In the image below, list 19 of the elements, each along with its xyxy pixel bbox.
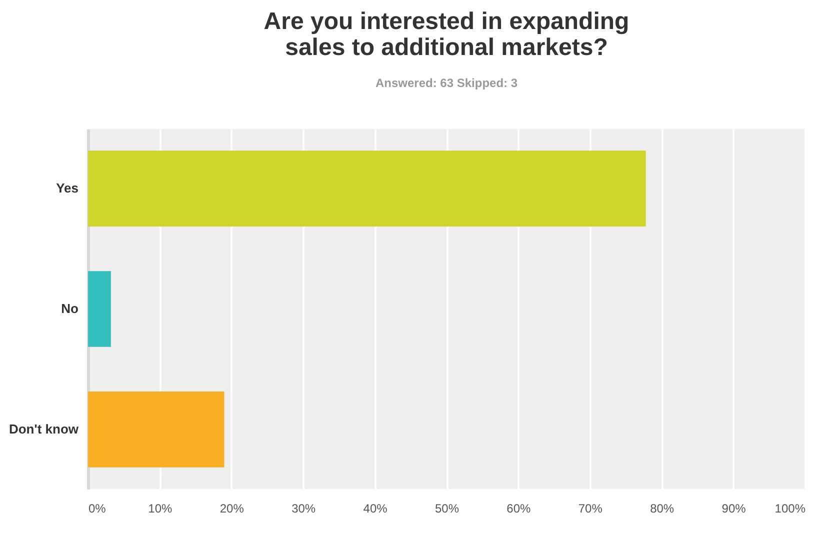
- x-tick-label: 40%: [363, 502, 388, 516]
- x-tick-label: 20%: [220, 502, 244, 516]
- bar: [88, 150, 646, 227]
- x-tick-label: 80%: [650, 502, 674, 516]
- x-tick-label: 30%: [292, 502, 316, 516]
- y-tick-label: Yes: [56, 180, 78, 196]
- x-tick-label: 70%: [578, 502, 603, 516]
- x-tick-label: 10%: [148, 502, 173, 516]
- bar: [88, 271, 111, 347]
- x-tick-label: 50%: [434, 502, 460, 516]
- y-tick-label: No: [61, 301, 79, 316]
- y-tick-label: Don't know: [8, 421, 80, 436]
- x-tick-label: 60%: [506, 502, 532, 516]
- bar: [88, 391, 224, 468]
- chart-title: Are you interested in expanding sales to additional markets?: [264, 8, 630, 61]
- x-tick-label: 90%: [722, 502, 746, 516]
- chart-subtitle: Answered: 63 Skipped: 3: [375, 76, 518, 90]
- x-tick-label: 100%: [774, 502, 806, 516]
- x-tick-label: 0%: [88, 502, 106, 516]
